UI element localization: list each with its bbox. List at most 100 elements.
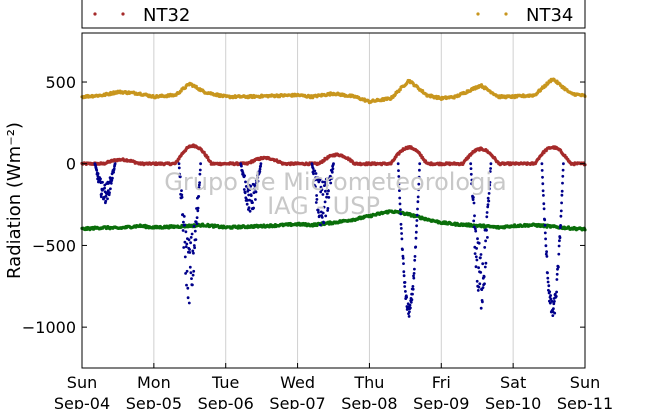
watermark: Grupo de Micrometeorologia IAG - USP <box>164 168 506 220</box>
data-point <box>561 174 565 178</box>
data-point <box>330 170 334 174</box>
data-point <box>186 296 190 300</box>
x-tick-label-day: Sun <box>67 373 97 392</box>
data-point <box>402 262 405 265</box>
data-point <box>182 215 186 218</box>
data-point <box>557 265 560 269</box>
x-tick-label-date: Sep-10 <box>485 394 541 409</box>
data-point <box>327 189 330 193</box>
data-point <box>326 207 330 210</box>
data-point <box>412 276 416 280</box>
data-point <box>558 239 561 243</box>
data-point <box>253 184 257 188</box>
data-point <box>321 193 325 196</box>
data-point <box>325 184 329 187</box>
data-point <box>399 227 403 230</box>
data-point <box>402 274 406 278</box>
data-point <box>191 273 195 277</box>
data-point <box>110 178 114 182</box>
x-tick-label-day: Thu <box>353 373 384 392</box>
data-point <box>400 237 404 241</box>
legend-marker <box>121 12 125 16</box>
data-point <box>326 209 329 212</box>
x-tick-label-day: Fri <box>432 373 451 392</box>
data-point <box>181 213 185 216</box>
data-point <box>186 286 190 290</box>
data-point <box>245 202 249 206</box>
data-point <box>541 182 545 186</box>
data-point <box>415 224 418 228</box>
data-point <box>197 186 201 189</box>
data-point <box>113 162 117 166</box>
data-point <box>476 289 480 292</box>
data-point <box>553 300 556 303</box>
data-point <box>398 196 402 200</box>
data-point <box>242 188 246 191</box>
data-point <box>104 199 108 203</box>
data-point <box>475 258 479 262</box>
data-point <box>196 209 200 213</box>
data-point <box>106 189 110 193</box>
data-point <box>332 162 335 166</box>
legend-entries: NT32 NT34 <box>93 5 573 26</box>
data-point <box>244 185 248 188</box>
data-point <box>99 195 103 199</box>
data-point <box>489 167 492 170</box>
data-point <box>545 250 548 254</box>
data-point <box>484 239 487 243</box>
data-point <box>486 236 489 239</box>
data-point <box>248 188 252 192</box>
data-point <box>188 248 192 251</box>
data-point <box>559 214 563 218</box>
data-point <box>246 199 249 202</box>
data-point <box>314 185 317 189</box>
data-point <box>475 247 478 250</box>
data-point <box>488 170 492 173</box>
data-point <box>180 189 183 193</box>
data-point <box>185 283 188 287</box>
legend-box <box>81 0 586 29</box>
data-point <box>416 200 420 204</box>
data-point <box>556 267 559 271</box>
data-point <box>542 207 546 211</box>
data-point <box>101 180 104 184</box>
data-point <box>553 292 557 296</box>
data-point <box>322 221 326 225</box>
data-point <box>247 193 251 197</box>
data-point <box>479 306 483 310</box>
data-point <box>183 223 187 227</box>
series-NT34 <box>80 77 587 105</box>
data-point <box>559 209 563 213</box>
data-point <box>243 174 247 178</box>
data-point <box>399 208 402 212</box>
data-point <box>397 169 400 173</box>
data-point <box>542 194 545 197</box>
series-NT32 <box>80 143 587 167</box>
data-point <box>316 176 320 180</box>
x-tick-label-date: Sep-04 <box>54 394 110 409</box>
data-point <box>106 197 109 201</box>
data-point <box>552 307 555 311</box>
data-point <box>325 195 328 199</box>
data-point <box>96 172 100 176</box>
data-point <box>194 238 198 242</box>
data-point <box>486 196 490 200</box>
data-point <box>541 175 544 179</box>
data-point <box>315 194 318 197</box>
data-point <box>185 242 189 246</box>
data-point <box>540 162 544 166</box>
data-point <box>541 189 545 193</box>
data-point <box>324 189 327 193</box>
data-point <box>256 176 260 180</box>
legend-marker <box>476 12 480 16</box>
data-point <box>177 166 181 170</box>
data-point <box>476 237 479 241</box>
data-point <box>246 189 250 193</box>
data-point <box>543 218 547 222</box>
data-point <box>320 216 324 219</box>
data-point <box>412 272 416 275</box>
data-point <box>188 265 192 269</box>
data-point <box>182 220 185 224</box>
data-point <box>181 229 185 232</box>
data-point <box>414 245 418 249</box>
